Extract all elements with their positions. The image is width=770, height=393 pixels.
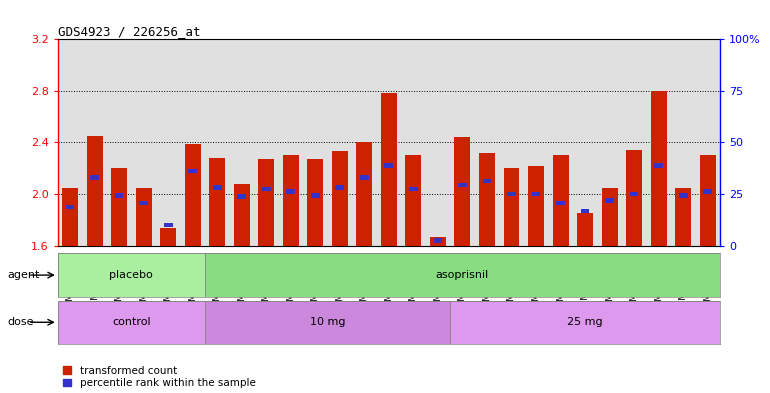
Bar [286,189,295,194]
Bar [700,155,715,246]
Bar [188,169,197,173]
Bar [651,91,667,246]
Bar [86,136,102,246]
Text: dose: dose [8,317,34,327]
Bar [262,187,270,191]
Bar [679,193,688,198]
Bar [553,155,568,246]
Text: placebo: placebo [109,270,153,280]
Bar [430,237,446,246]
Bar [605,198,614,203]
Legend: transformed count, percentile rank within the sample: transformed count, percentile rank withi… [63,366,256,388]
Bar [58,301,205,344]
Bar [434,238,442,243]
Bar [234,184,249,246]
Bar [65,205,75,209]
Bar [479,153,495,246]
Bar [139,201,148,205]
Bar [205,301,450,344]
Bar [237,195,246,199]
Bar [601,187,618,246]
Bar [409,187,418,191]
Bar [311,193,320,198]
Bar [336,185,344,190]
Text: GDS4923 / 226256_at: GDS4923 / 226256_at [58,25,200,38]
Bar [213,185,222,190]
Bar [654,163,663,168]
Bar [577,213,593,246]
Bar [405,155,421,246]
Bar [384,163,393,168]
Bar [360,175,369,180]
Bar [160,228,176,246]
Bar [283,155,299,246]
Bar [357,142,373,246]
Bar [381,94,397,246]
Text: 10 mg: 10 mg [310,317,345,327]
Bar [136,187,152,246]
Bar [450,301,720,344]
Text: agent: agent [8,270,40,280]
Bar [111,168,127,246]
Bar [507,192,516,196]
Bar [458,183,467,187]
Bar [209,158,225,246]
Bar [483,179,491,184]
Bar [703,189,712,194]
Bar [258,159,274,246]
Bar [90,175,99,180]
Bar [332,151,348,246]
Text: 25 mg: 25 mg [567,317,603,327]
Bar [626,150,642,246]
Bar [630,192,638,196]
Text: control: control [112,317,151,327]
Text: asoprisnil: asoprisnil [436,270,489,280]
Bar [528,166,544,246]
Bar [675,187,691,246]
Bar [504,168,520,246]
Bar [454,137,470,246]
Bar [185,144,201,246]
Bar [58,253,205,297]
Bar [164,223,172,227]
Bar [205,253,720,297]
Bar [556,201,565,205]
Bar [62,187,78,246]
Bar [115,193,123,198]
Bar [531,192,541,196]
Bar [581,209,590,213]
Bar [307,159,323,246]
